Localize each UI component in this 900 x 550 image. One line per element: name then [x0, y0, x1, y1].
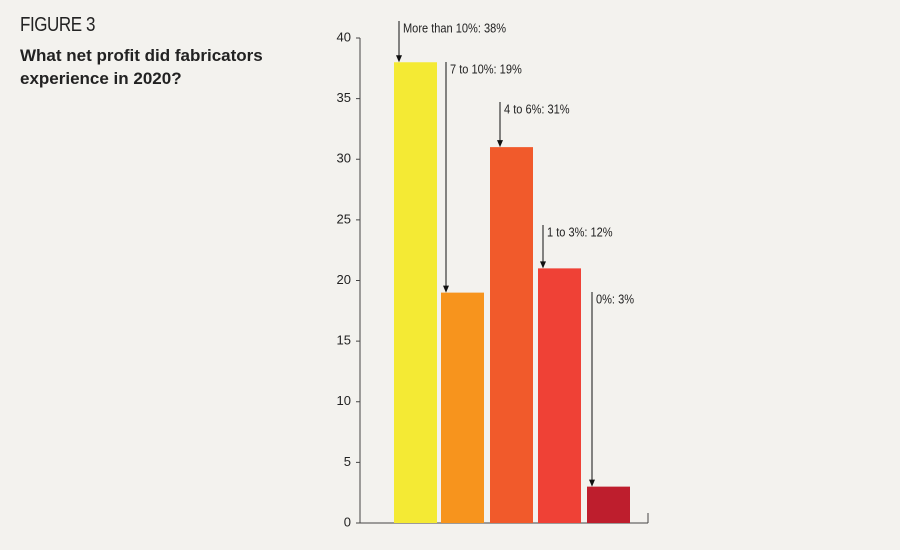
y-tick-label: 10: [337, 393, 351, 408]
y-tick-label: 35: [337, 90, 351, 105]
annotation: 4 to 6%: 31%: [504, 102, 570, 117]
arrow-head: [443, 285, 449, 293]
bar: [490, 147, 533, 523]
bar: [394, 62, 437, 523]
arrow-head: [540, 261, 546, 269]
y-tick-label: 25: [337, 211, 351, 226]
chart-subtitle: What net profit did fabricators experien…: [20, 46, 263, 88]
y-tick-label: 0: [344, 514, 351, 529]
annotation: 0%: 3%: [596, 292, 634, 307]
annotation: 7 to 10%: 19%: [450, 62, 522, 77]
arrow-head: [497, 140, 503, 148]
y-tick-label: 30: [337, 151, 351, 166]
arrow-head: [396, 55, 402, 63]
chart-title: FIGURE 3: [20, 14, 96, 36]
y-tick-label: 40: [337, 29, 351, 44]
y-tick-label: 15: [337, 333, 351, 348]
annotation: 1 to 3%: 12%: [547, 225, 613, 240]
y-tick-label: 20: [337, 272, 351, 287]
bar: [441, 292, 484, 523]
bar: [538, 268, 581, 523]
y-tick-label: 5: [344, 454, 351, 469]
annotation: More than 10%: 38%: [403, 21, 506, 36]
bar: [587, 486, 630, 523]
arrow-head: [589, 479, 595, 487]
